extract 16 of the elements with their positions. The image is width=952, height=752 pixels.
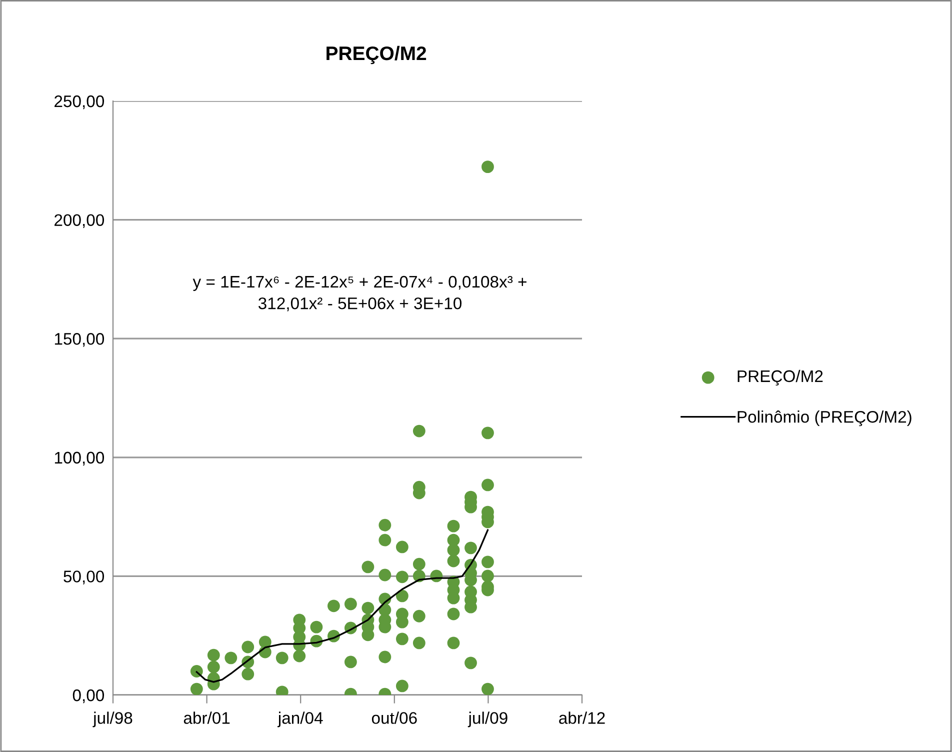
annotation: y = 1E-17x⁶ - 2E-12x⁵ + 2E-07x⁴ - 0,0108x³ + 312,01x² - 5E+06x + 3E+10 — [192, 276, 526, 312]
x-tick-label: abr/12 — [559, 712, 605, 724]
y-tick-label: 100,00 — [54, 452, 104, 466]
x-tick-label: jul/09 — [468, 712, 508, 728]
y-tick-label: 50,00 — [64, 570, 104, 584]
x-tick-label: jan/04 — [277, 712, 323, 728]
legend-label: PREÇO/M2 — [738, 370, 823, 386]
x-tick-label: out/06 — [372, 712, 417, 724]
y-tick-label: 200,00 — [54, 214, 104, 228]
y-tick-label: 150,00 — [54, 333, 104, 347]
y-tick-label: 250,00 — [54, 95, 104, 110]
x-tick-label: abr/01 — [184, 712, 230, 724]
y-tick-label: 0,00 — [72, 689, 104, 704]
chart-title: PREÇO/M2 — [326, 46, 426, 64]
legend-label: Polinômio (PREÇO/M2) — [738, 410, 912, 426]
x-tick-label: jul/98 — [92, 712, 132, 728]
